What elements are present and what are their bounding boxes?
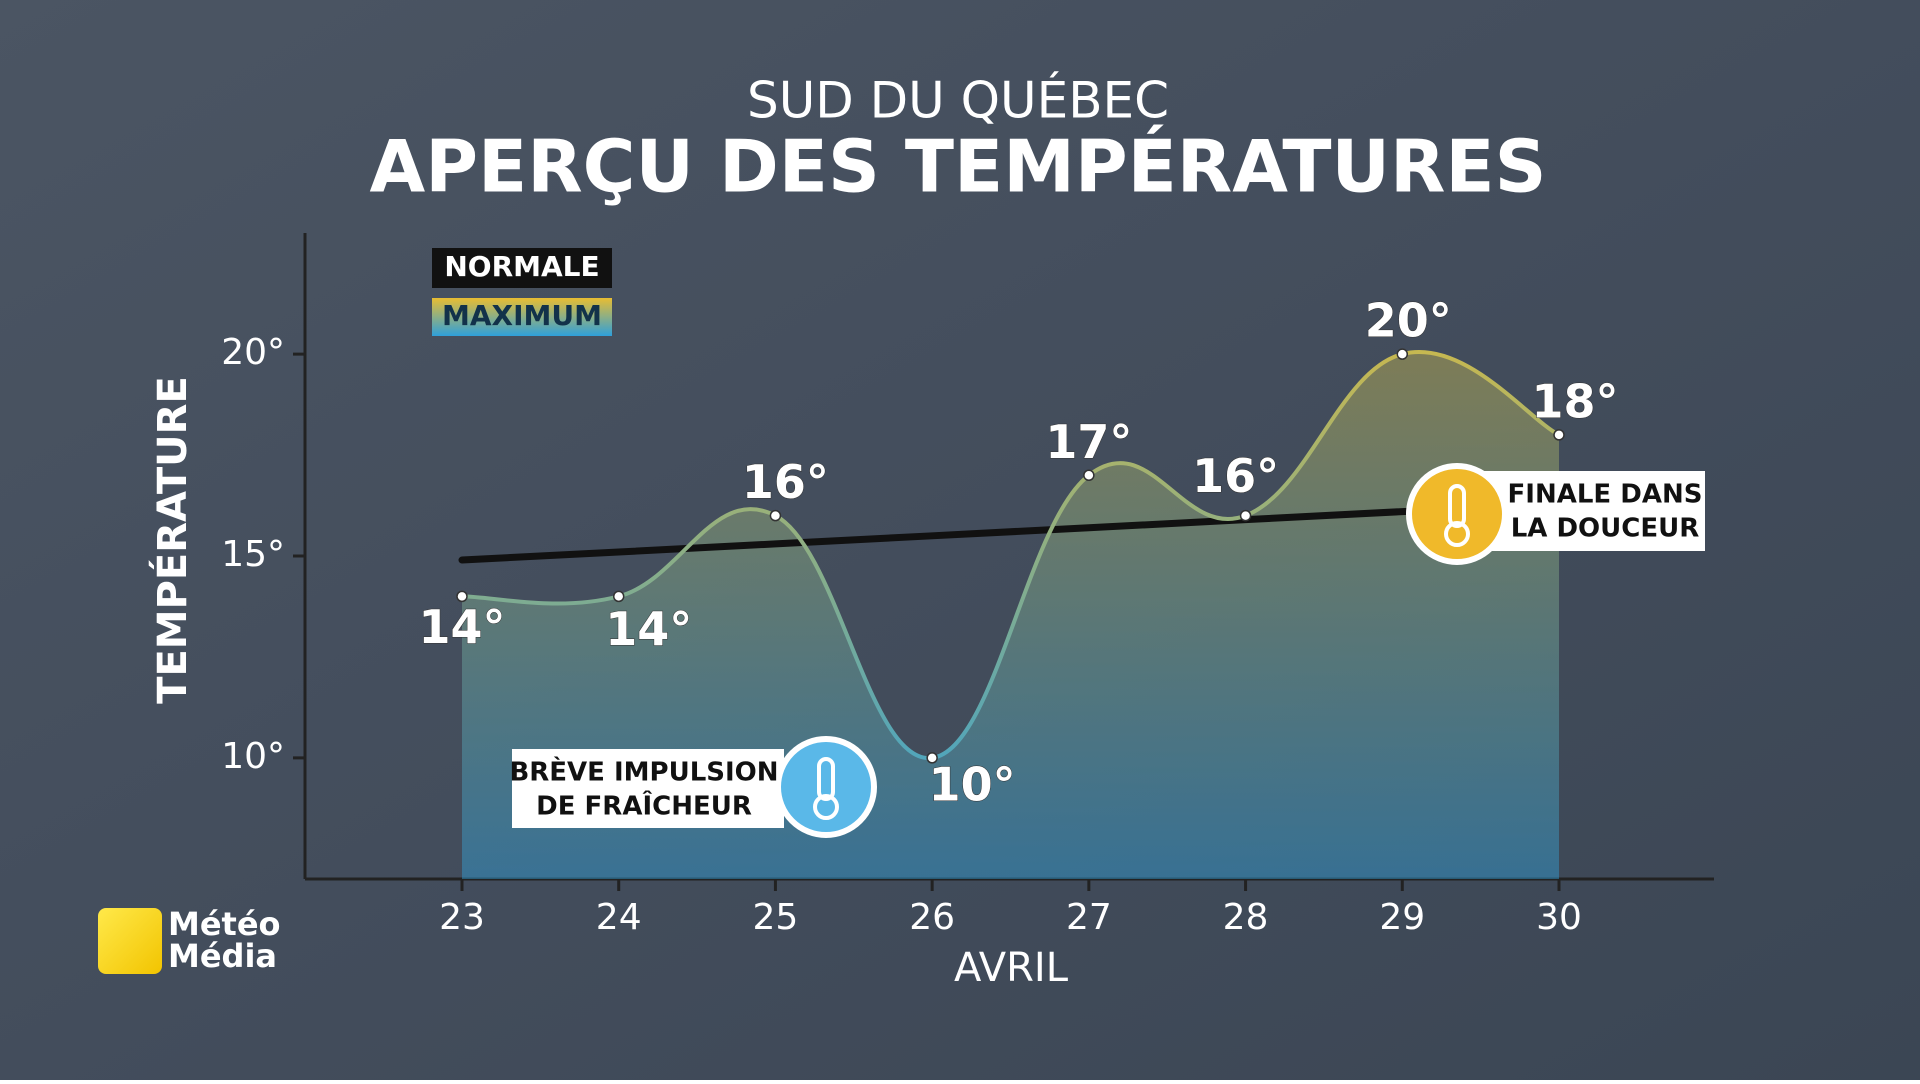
callout-text: LA DOUCEUR [1511, 514, 1700, 544]
data-label: 16° [742, 455, 829, 509]
legend-swatch [432, 248, 612, 288]
callout-icon [775, 736, 877, 838]
x-tick-label: 26 [909, 897, 955, 938]
thermometer [817, 757, 835, 801]
callout-icon [1406, 463, 1508, 565]
x-tick-label: 23 [439, 897, 485, 938]
data-label: 16° [1192, 449, 1279, 503]
data-label: 20° [1365, 294, 1452, 348]
y-axis-label: TEMPÉRATURE [148, 376, 196, 704]
x-tick-label: 27 [1066, 897, 1112, 938]
thermometer [1448, 484, 1466, 528]
logo: Météo Média [98, 905, 281, 975]
data-point [612, 590, 625, 603]
y-tick-label: 15° [221, 534, 285, 575]
plot-area: 10° 15° 20° 23 24 25 26 27 28 29 30 14° 14° 16° 10° 17°… [221, 233, 1714, 938]
x-tick-label: 30 [1536, 897, 1582, 938]
legend-swatch [432, 298, 612, 336]
data-point [456, 590, 468, 603]
data-label: 14° [605, 602, 692, 656]
y-tick-label: 20° [221, 332, 285, 373]
data-point [926, 752, 938, 764]
logo-text: Météo [168, 905, 281, 943]
x-tick-label: 28 [1223, 897, 1269, 938]
data-label: 10° [929, 757, 1016, 811]
callout-text: FINALE DANS [1508, 480, 1703, 510]
logo-text: Média [168, 937, 277, 975]
data-point [769, 509, 782, 522]
x-axis-label: AVRIL [954, 945, 1069, 991]
data-point [1396, 348, 1409, 360]
chart-subtitle: SUD DU QUÉBEC [747, 71, 1169, 130]
data-label: 18° [1531, 374, 1618, 428]
x-tick-label: 25 [753, 897, 799, 938]
callout-box [512, 749, 784, 828]
callout-text: DE FRAÎCHEUR [536, 790, 752, 822]
data-label: 17° [1045, 415, 1132, 469]
data-label: 14° [418, 600, 505, 654]
max-line [461, 350, 1560, 760]
legend-label: MAXIMUM [442, 299, 602, 332]
thermometer-bulb [813, 794, 839, 820]
logo-icon [98, 908, 162, 974]
x-tick-label: 24 [596, 897, 642, 938]
data-point [1083, 469, 1095, 481]
callout-text: BRÈVE IMPULSION [509, 756, 778, 788]
y-tick-label: 10° [221, 736, 285, 777]
chart-title: APERÇU DES TEMPÉRATURES [370, 125, 1547, 209]
area [462, 352, 1559, 879]
x-tick-label: 29 [1379, 897, 1425, 938]
thermometer-bulb [1444, 521, 1470, 547]
normal-line [458, 500, 1563, 564]
legend-label: NORMALE [444, 250, 599, 283]
data-point [1239, 509, 1252, 522]
data-point [1553, 429, 1565, 441]
